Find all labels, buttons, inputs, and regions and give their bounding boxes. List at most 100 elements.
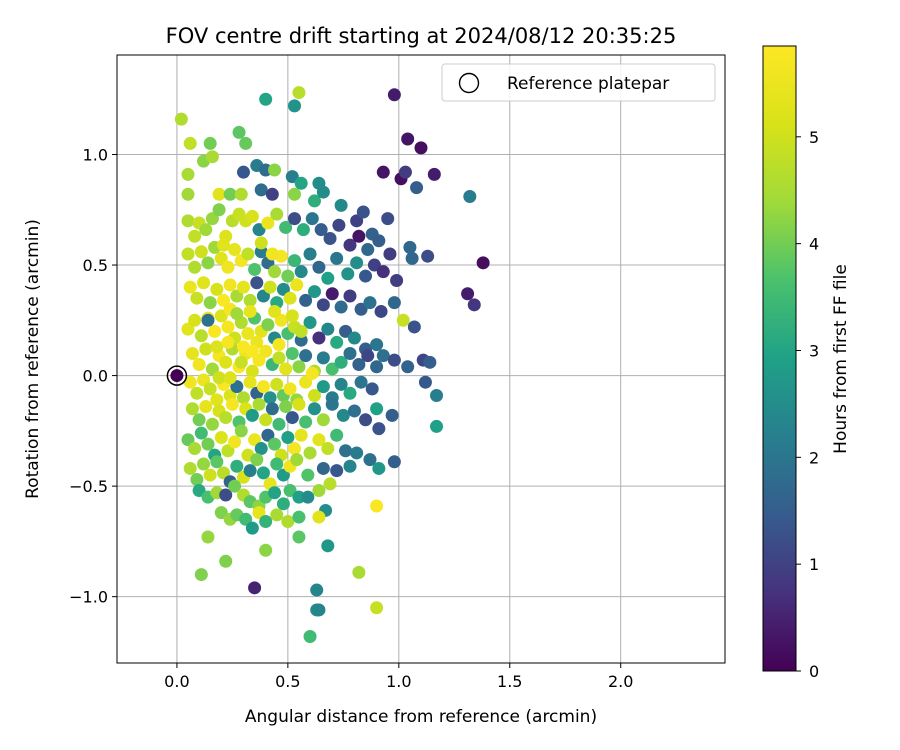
data-point xyxy=(307,194,321,208)
data-point xyxy=(252,223,266,237)
data-point xyxy=(312,603,326,617)
data-point xyxy=(234,355,248,369)
colorbar-tick-label: 3 xyxy=(809,341,819,360)
data-point xyxy=(265,247,279,261)
data-point xyxy=(261,216,275,230)
data-point xyxy=(292,360,306,374)
data-point xyxy=(361,243,375,257)
data-point xyxy=(217,466,231,480)
data-point xyxy=(281,269,295,283)
data-point xyxy=(312,484,326,498)
data-point xyxy=(188,229,202,243)
colorbar-ticks: 0 1 2 3 4 5 xyxy=(796,128,819,681)
data-point xyxy=(259,413,273,427)
data-point xyxy=(245,364,259,378)
reference-point-fill xyxy=(170,369,184,383)
data-point xyxy=(292,86,306,100)
data-point xyxy=(476,256,490,270)
data-point xyxy=(359,269,373,283)
data-point xyxy=(294,265,308,279)
data-point xyxy=(205,212,219,226)
data-point xyxy=(387,353,401,367)
data-point xyxy=(303,247,317,261)
data-point xyxy=(185,402,199,416)
data-point xyxy=(370,402,384,416)
data-point xyxy=(261,428,275,442)
data-point xyxy=(210,393,224,407)
data-point xyxy=(252,506,266,520)
data-point xyxy=(219,355,233,369)
data-point xyxy=(325,362,339,376)
data-point xyxy=(188,442,202,456)
data-point xyxy=(285,309,299,323)
data-point xyxy=(181,167,195,181)
data-point xyxy=(467,298,481,312)
plot-frame xyxy=(116,54,726,664)
data-point xyxy=(296,223,310,237)
data-point xyxy=(339,324,353,338)
x-tick-label: 2.0 xyxy=(608,672,633,691)
data-point xyxy=(194,426,208,440)
y-tick-label: −0.5 xyxy=(69,477,108,496)
colorbar-tick-label: 4 xyxy=(809,235,819,254)
data-point xyxy=(316,380,330,394)
data-point xyxy=(418,375,432,389)
data-point xyxy=(190,291,204,305)
data-point xyxy=(325,397,339,411)
data-point xyxy=(398,165,412,179)
data-point xyxy=(205,417,219,431)
data-point xyxy=(292,530,306,544)
data-point xyxy=(396,313,410,327)
data-point xyxy=(299,349,313,363)
data-point xyxy=(336,408,350,422)
data-point xyxy=(430,419,444,433)
data-point xyxy=(387,296,401,310)
data-point xyxy=(181,247,195,261)
data-point xyxy=(401,132,415,146)
colorbar-tick-label: 5 xyxy=(809,128,819,147)
data-point xyxy=(305,212,319,226)
data-point xyxy=(190,386,204,400)
data-point xyxy=(234,424,248,438)
data-point xyxy=(363,296,377,310)
data-point xyxy=(314,223,328,237)
data-point xyxy=(248,433,262,447)
data-point xyxy=(372,422,386,436)
data-point xyxy=(370,499,384,513)
data-point xyxy=(370,360,384,374)
data-point xyxy=(183,461,197,475)
data-point xyxy=(188,313,202,327)
data-point xyxy=(192,413,206,427)
colorbar-gradient xyxy=(762,45,797,672)
data-point xyxy=(307,285,321,299)
data-point xyxy=(381,212,395,226)
data-point xyxy=(343,459,357,473)
data-point xyxy=(201,437,215,451)
data-point xyxy=(268,265,282,279)
colorbar: 0 1 2 3 4 5 Hours from first FF file xyxy=(762,45,851,681)
data-point xyxy=(323,232,337,246)
data-point xyxy=(461,287,475,301)
data-point xyxy=(334,355,348,369)
y-tick-label: 1.0 xyxy=(83,145,108,164)
data-point xyxy=(239,136,253,150)
data-points xyxy=(174,86,490,643)
data-point xyxy=(387,88,401,102)
data-point xyxy=(201,530,215,544)
data-point xyxy=(272,417,286,431)
data-point xyxy=(283,484,297,498)
data-point xyxy=(268,486,282,500)
data-point xyxy=(299,293,313,307)
data-point xyxy=(230,459,244,473)
x-tick-label: 1.5 xyxy=(497,672,522,691)
data-point xyxy=(294,176,308,190)
data-point xyxy=(261,318,275,332)
data-point xyxy=(183,375,197,389)
data-point xyxy=(276,282,290,296)
data-point xyxy=(387,455,401,469)
colorbar-label: Hours from first FF file xyxy=(831,264,851,454)
data-point xyxy=(236,165,250,179)
data-point xyxy=(341,267,355,281)
data-point xyxy=(421,249,435,263)
data-point xyxy=(259,344,273,358)
